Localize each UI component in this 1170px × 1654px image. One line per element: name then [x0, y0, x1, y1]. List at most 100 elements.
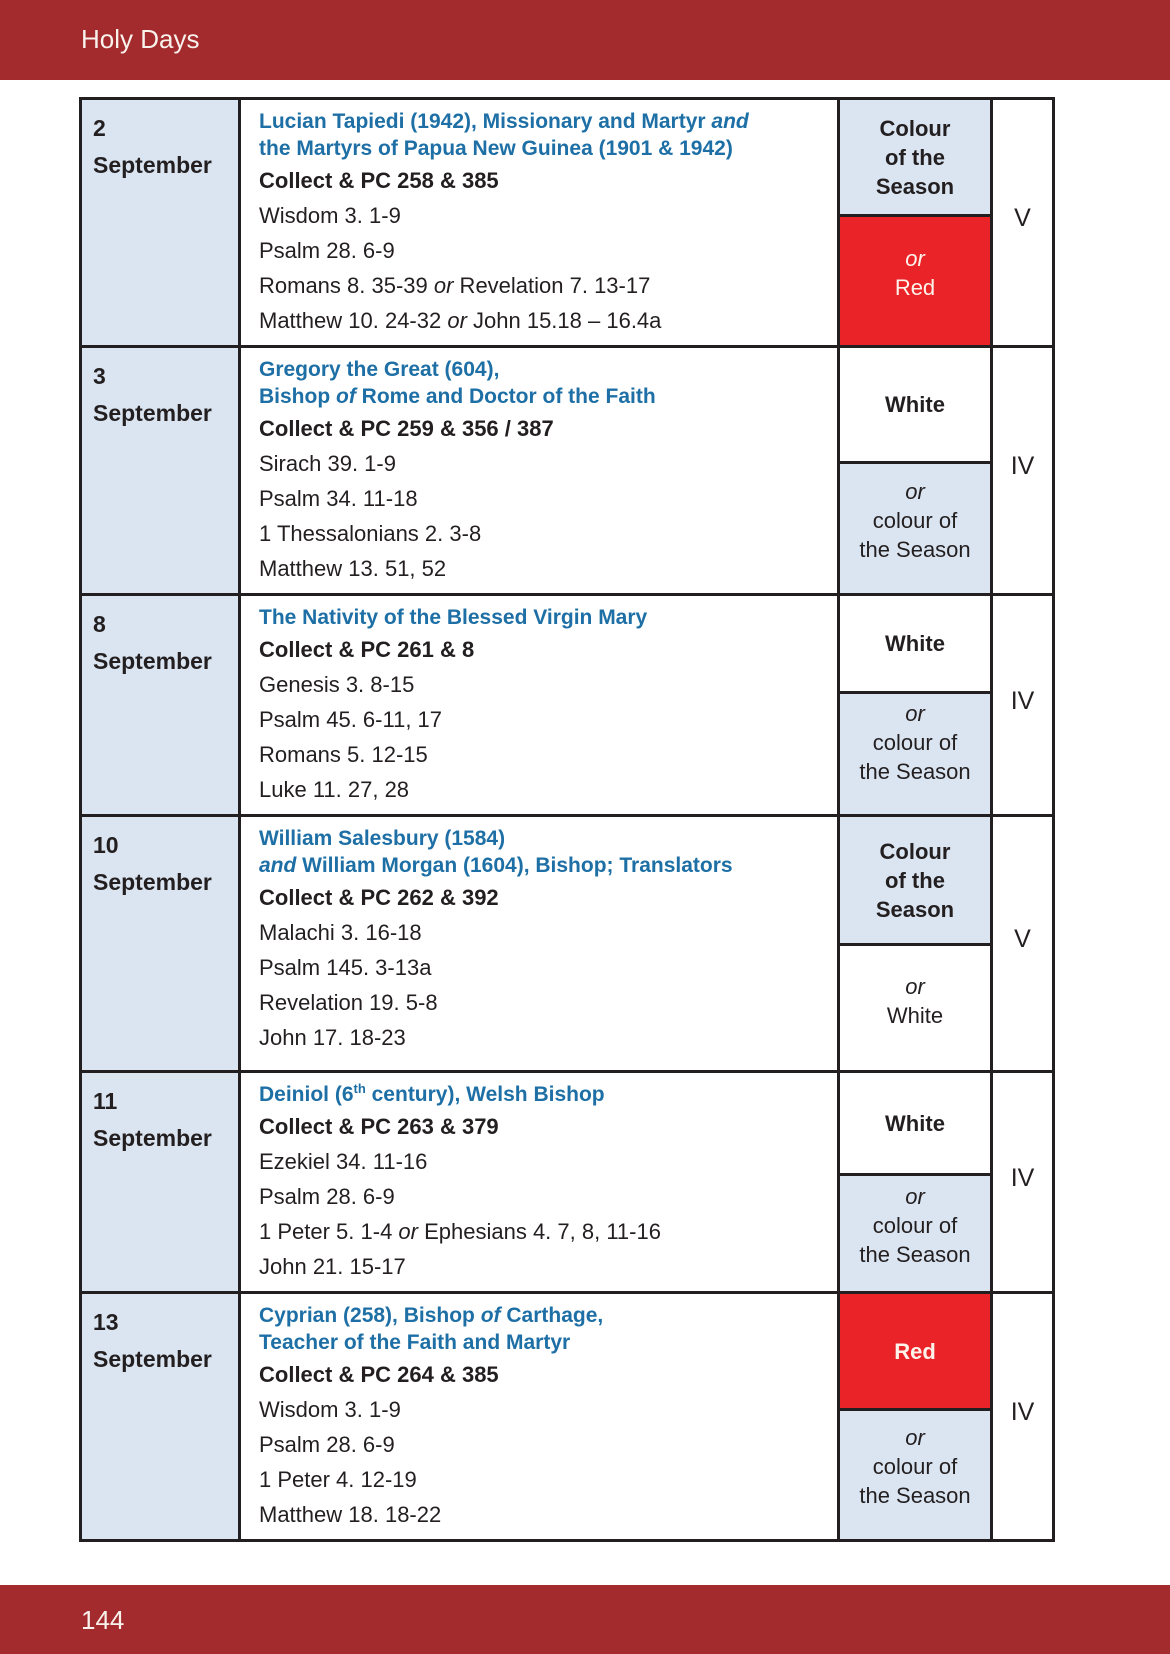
- feast-title: The Nativity of the Blessed Virgin Mary: [259, 604, 825, 631]
- colour-options: Colour of the Season or Red: [840, 100, 990, 342]
- content-cell: The Nativity of the Blessed Virgin Mary C…: [238, 593, 840, 817]
- feast-title-line: Gregory the Great (604),: [259, 358, 500, 381]
- colour-options: Colour of the Season or White: [840, 817, 990, 1070]
- colour-text-line: White: [885, 1110, 945, 1136]
- date-cell: 10 September: [79, 814, 241, 1073]
- reading-line: Matthew 13. 51, 52: [259, 556, 447, 581]
- holy-day-row: 8 September The Nativity of the Blessed Vi…: [79, 593, 1055, 817]
- reading-line: Wisdom 3. 1-9: [259, 203, 401, 228]
- colour-text-line: or: [905, 245, 925, 271]
- colour-option-primary: Colour of the Season: [840, 817, 990, 946]
- colour-text-line: the Season: [859, 537, 971, 562]
- category-numeral: IV: [990, 1070, 1055, 1294]
- date-cell: 11 September: [79, 1070, 241, 1294]
- reading-line: Psalm 34. 11-18: [259, 486, 418, 511]
- month-name: September: [93, 648, 212, 674]
- reading-line: Psalm 45. 6-11, 17: [259, 707, 443, 732]
- colour-text-line: colour of: [872, 730, 958, 755]
- reading-line: 1 Peter 4. 12-19: [259, 1467, 417, 1492]
- colour-text-line: the Season: [859, 1483, 971, 1508]
- month-name: September: [93, 1346, 212, 1372]
- holy-day-row: 11 September Deiniol (6th century), Welsh …: [79, 1070, 1055, 1294]
- colour-text-line: the Season: [859, 1241, 971, 1267]
- feast-title-line: Deiniol (6th century), Welsh Bishop: [259, 1081, 605, 1106]
- colour-text-line: White: [885, 631, 945, 656]
- colour-options: White or colour of the Season: [840, 348, 990, 591]
- reading-line: Ezekiel 34. 11-16: [259, 1149, 428, 1174]
- feast-title-line: Teacher of the Faith and Martyr: [259, 1331, 571, 1354]
- feast-title-line: Lucian Tapiedi (1942), Missionary and Ma…: [259, 110, 749, 133]
- colour-option-primary: Red: [840, 1294, 990, 1411]
- feast-title-line: and William Morgan (1604), Bishop; Trans…: [259, 854, 733, 877]
- holy-day-row: 10 September William Salesbury (1584) and W…: [79, 814, 1055, 1073]
- reading-line: Psalm 28. 6-9: [259, 1432, 395, 1457]
- colour-option-alternate: or colour of the Season: [840, 464, 990, 591]
- holy-days-table-body: 2 September Lucian Tapiedi (1942), Mission…: [79, 97, 1055, 1542]
- colour-options: White or colour of the Season: [840, 596, 990, 805]
- category-numeral: IV: [990, 593, 1055, 817]
- reading-line: Luke 11. 27, 28: [259, 777, 410, 802]
- reading-line: John 21. 15-17: [259, 1254, 406, 1279]
- content-cell: Cyprian (258), Bishop of Carthage, Teache…: [238, 1291, 840, 1542]
- reading-line: Genesis 3. 8-15: [259, 672, 415, 697]
- collect-reference: Collect & PC 263 & 379: [259, 1114, 499, 1139]
- day-number: 2: [93, 115, 106, 141]
- reading-line: 1 Thessalonians 2. 3-8: [259, 521, 482, 546]
- colour-option-alternate: or colour of the Season: [840, 1411, 990, 1536]
- reading-line: Romans 5. 12-15: [259, 742, 428, 767]
- holy-days-table: 2 September Lucian Tapiedi (1942), Mission…: [79, 97, 1055, 1542]
- category-numeral: IV: [990, 1291, 1055, 1542]
- colour-option-alternate: or White: [840, 946, 990, 1070]
- month-name: September: [93, 152, 212, 178]
- colour-text-line: Colour: [879, 115, 951, 141]
- content-cell: Deiniol (6th century), Welsh Bishop Colle…: [238, 1070, 840, 1294]
- reading-line: Matthew 18. 18-22: [259, 1502, 442, 1527]
- colour-cell: White or colour of the Season: [837, 1070, 993, 1294]
- feast-title-line: The Nativity of the Blessed Virgin Mary: [259, 606, 648, 629]
- day-number: 10: [93, 832, 119, 858]
- day-number: 11: [93, 1088, 118, 1114]
- category-numeral: V: [990, 814, 1055, 1073]
- holy-day-row: 3 September Gregory the Great (604), Bishop…: [79, 345, 1055, 596]
- month-name: September: [93, 869, 212, 895]
- colour-option-primary: White: [840, 596, 990, 694]
- feast-title: Lucian Tapiedi (1942), Missionary and Ma…: [259, 108, 825, 162]
- colour-option-alternate: or colour of the Season: [840, 694, 990, 805]
- reading-line: Psalm 28. 6-9: [259, 1184, 395, 1209]
- holy-day-row: 13 September Cyprian (258), Bishop of Cart…: [79, 1291, 1055, 1542]
- month-name: September: [93, 400, 212, 426]
- colour-cell: Colour of the Season or White: [837, 814, 993, 1073]
- feast-title: Deiniol (6th century), Welsh Bishop: [259, 1081, 825, 1108]
- colour-text-line: or: [905, 1425, 925, 1450]
- content-cell: Gregory the Great (604), Bishop of Rome a…: [238, 345, 840, 596]
- page-number: 144: [81, 1605, 125, 1635]
- colour-text-line: Colour: [879, 838, 951, 864]
- colour-text-line: or: [905, 479, 925, 504]
- colour-text-line: colour of: [872, 1454, 958, 1479]
- holy-day-row: 2 September Lucian Tapiedi (1942), Mission…: [79, 97, 1055, 348]
- day-number: 3: [93, 363, 106, 389]
- colour-text-line: or: [905, 1183, 925, 1209]
- collect-reference: Collect & PC 264 & 385: [259, 1362, 499, 1387]
- category-numeral: V: [990, 97, 1055, 348]
- feast-title-line: Bishop of Rome and Doctor of the Faith: [259, 385, 656, 408]
- date-cell: 8 September: [79, 593, 241, 817]
- page-title: Holy Days: [81, 24, 200, 54]
- colour-option-primary: White: [840, 1073, 990, 1176]
- reading-line: Wisdom 3. 1-9: [259, 1397, 401, 1422]
- footer-bar: 144: [0, 1585, 1170, 1654]
- day-number: 8: [93, 611, 106, 637]
- collect-reference: Collect & PC 258 & 385: [259, 168, 499, 193]
- colour-cell: Colour of the Season or Red: [837, 97, 993, 348]
- date-cell: 2 September: [79, 97, 241, 348]
- month-name: September: [93, 1125, 212, 1151]
- feast-title: Cyprian (258), Bishop of Carthage, Teache…: [259, 1302, 825, 1356]
- collect-reference: Collect & PC 262 & 392: [259, 885, 499, 910]
- feast-title-line: the Martyrs of Papua New Guinea (1901 & …: [259, 137, 733, 160]
- feast-title-line: William Salesbury (1584): [259, 827, 506, 850]
- colour-text-line: colour of: [872, 1212, 958, 1238]
- feast-title-line: Cyprian (258), Bishop of Carthage,: [259, 1304, 604, 1327]
- collect-reference: Collect & PC 261 & 8: [259, 637, 475, 662]
- reading-line: Psalm 28. 6-9: [259, 238, 395, 263]
